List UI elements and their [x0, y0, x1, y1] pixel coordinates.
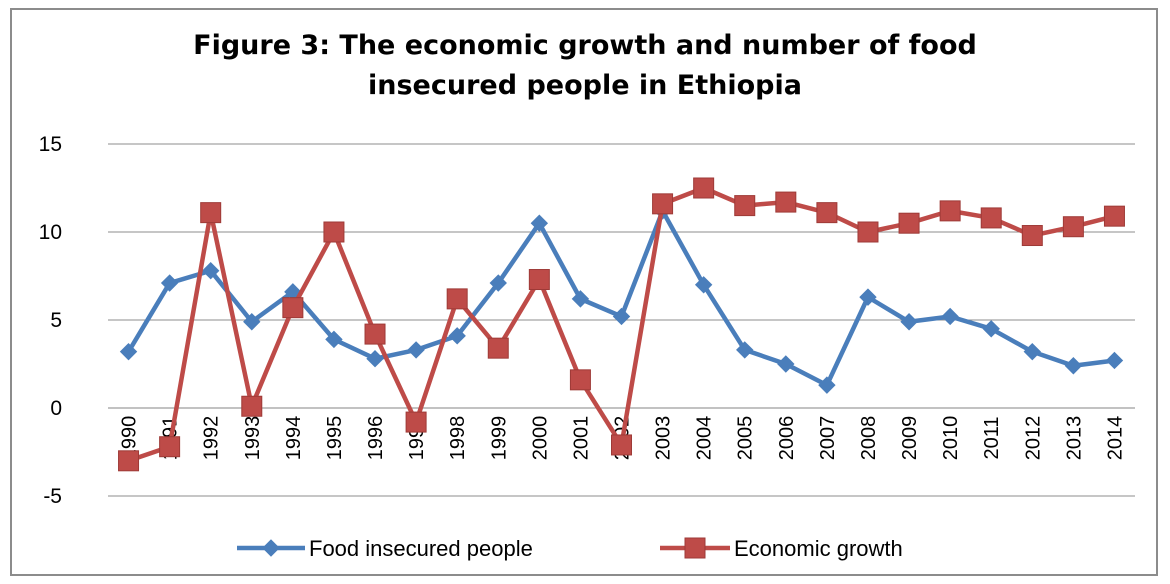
- data-point: [118, 450, 140, 472]
- data-point: [323, 221, 345, 243]
- data-point: [1023, 342, 1042, 361]
- x-tick-label: 2007: [817, 416, 839, 461]
- data-point: [571, 290, 590, 308]
- data-point: [652, 193, 674, 215]
- data-point: [980, 207, 1002, 229]
- data-point: [364, 323, 386, 345]
- y-tick-label: 0: [50, 397, 62, 420]
- data-point: [407, 341, 425, 359]
- x-tick-label: 2011: [981, 416, 1003, 459]
- y-axis-tick-labels: -5 0 5 10 15: [39, 133, 62, 508]
- data-point: [816, 202, 838, 224]
- x-tick-label: 2014: [1104, 416, 1126, 461]
- data-point: [900, 313, 918, 331]
- x-tick-label: 2008: [858, 416, 880, 461]
- chart-frame: [10, 8, 1158, 576]
- data-point: [487, 337, 509, 359]
- data-point: [818, 376, 836, 394]
- data-point: [1103, 205, 1125, 227]
- y-tick-label: -5: [43, 485, 62, 508]
- data-point: [611, 434, 632, 456]
- data-point: [569, 369, 591, 391]
- data-point: [859, 288, 877, 306]
- x-tick-label: 2013: [1063, 416, 1085, 461]
- x-tick-label: 1992: [201, 416, 223, 461]
- x-tick-label: 2010: [940, 416, 962, 461]
- data-point: [1021, 225, 1043, 247]
- x-tick-label: 2009: [899, 416, 921, 461]
- data-point: [528, 269, 550, 291]
- x-tick-label: 2004: [694, 416, 716, 461]
- data-point: [448, 327, 466, 345]
- data-point: [366, 350, 384, 368]
- x-axis-tick-labels: 1990199119921993199419951996199719981999…: [119, 416, 1127, 461]
- data-point: [1105, 351, 1124, 370]
- x-tick-label: 2000: [529, 416, 551, 461]
- data-point: [200, 202, 222, 224]
- x-tick-label: 1999: [488, 416, 510, 461]
- data-point: [857, 221, 879, 243]
- data-point: [201, 262, 220, 280]
- legend-marker: [684, 537, 706, 559]
- x-tick-label: 2001: [570, 416, 592, 461]
- data-point: [159, 436, 181, 458]
- x-tick-label: 1994: [283, 416, 305, 461]
- data-point: [693, 177, 715, 199]
- data-point: [243, 313, 261, 331]
- x-tick-label: 1990: [119, 416, 141, 461]
- legend-label: Food insecured people: [309, 536, 533, 561]
- x-tick-label: 1993: [242, 416, 264, 461]
- data-point: [898, 212, 920, 234]
- data-point: [241, 395, 263, 417]
- x-tick-label: 2003: [653, 416, 675, 461]
- legend-item: Food insecured people: [237, 536, 533, 561]
- data-point: [160, 274, 179, 292]
- y-tick-label: 5: [50, 309, 62, 332]
- data-point: [734, 195, 756, 217]
- y-tick-label: 15: [39, 133, 62, 156]
- data-point: [325, 330, 343, 349]
- data-point: [612, 307, 631, 326]
- chart-title: Figure 3: The economic growth and number…: [193, 30, 977, 101]
- data-point: [405, 411, 427, 433]
- x-tick-label: 2005: [735, 416, 757, 461]
- legend: Food insecured people Economic growth: [237, 536, 903, 561]
- x-tick-label: 2012: [1022, 416, 1044, 461]
- series-economic-growth: [118, 177, 1125, 472]
- data-point: [941, 307, 959, 326]
- series-lines: [118, 177, 1125, 472]
- data-point: [489, 274, 507, 292]
- data-point: [446, 288, 468, 310]
- data-point: [777, 355, 795, 373]
- data-point: [982, 320, 1000, 338]
- legend-marker: [262, 539, 280, 557]
- legend-label: Economic growth: [734, 536, 903, 561]
- x-tick-label: 1996: [365, 416, 387, 461]
- data-point: [282, 297, 304, 319]
- data-point: [119, 342, 138, 361]
- series-line: [126, 208, 1115, 388]
- data-point: [694, 276, 713, 294]
- data-point: [530, 214, 549, 232]
- data-point: [1062, 216, 1084, 238]
- x-tick-label: 1998: [447, 416, 469, 461]
- x-tick-label: 2006: [776, 416, 798, 461]
- y-tick-label: 10: [39, 221, 62, 244]
- legend-item: Economic growth: [660, 536, 903, 561]
- data-point: [1064, 357, 1083, 375]
- data-point: [736, 341, 754, 359]
- x-tick-label: 1995: [324, 416, 346, 461]
- data-point: [939, 200, 961, 222]
- data-point: [775, 191, 797, 213]
